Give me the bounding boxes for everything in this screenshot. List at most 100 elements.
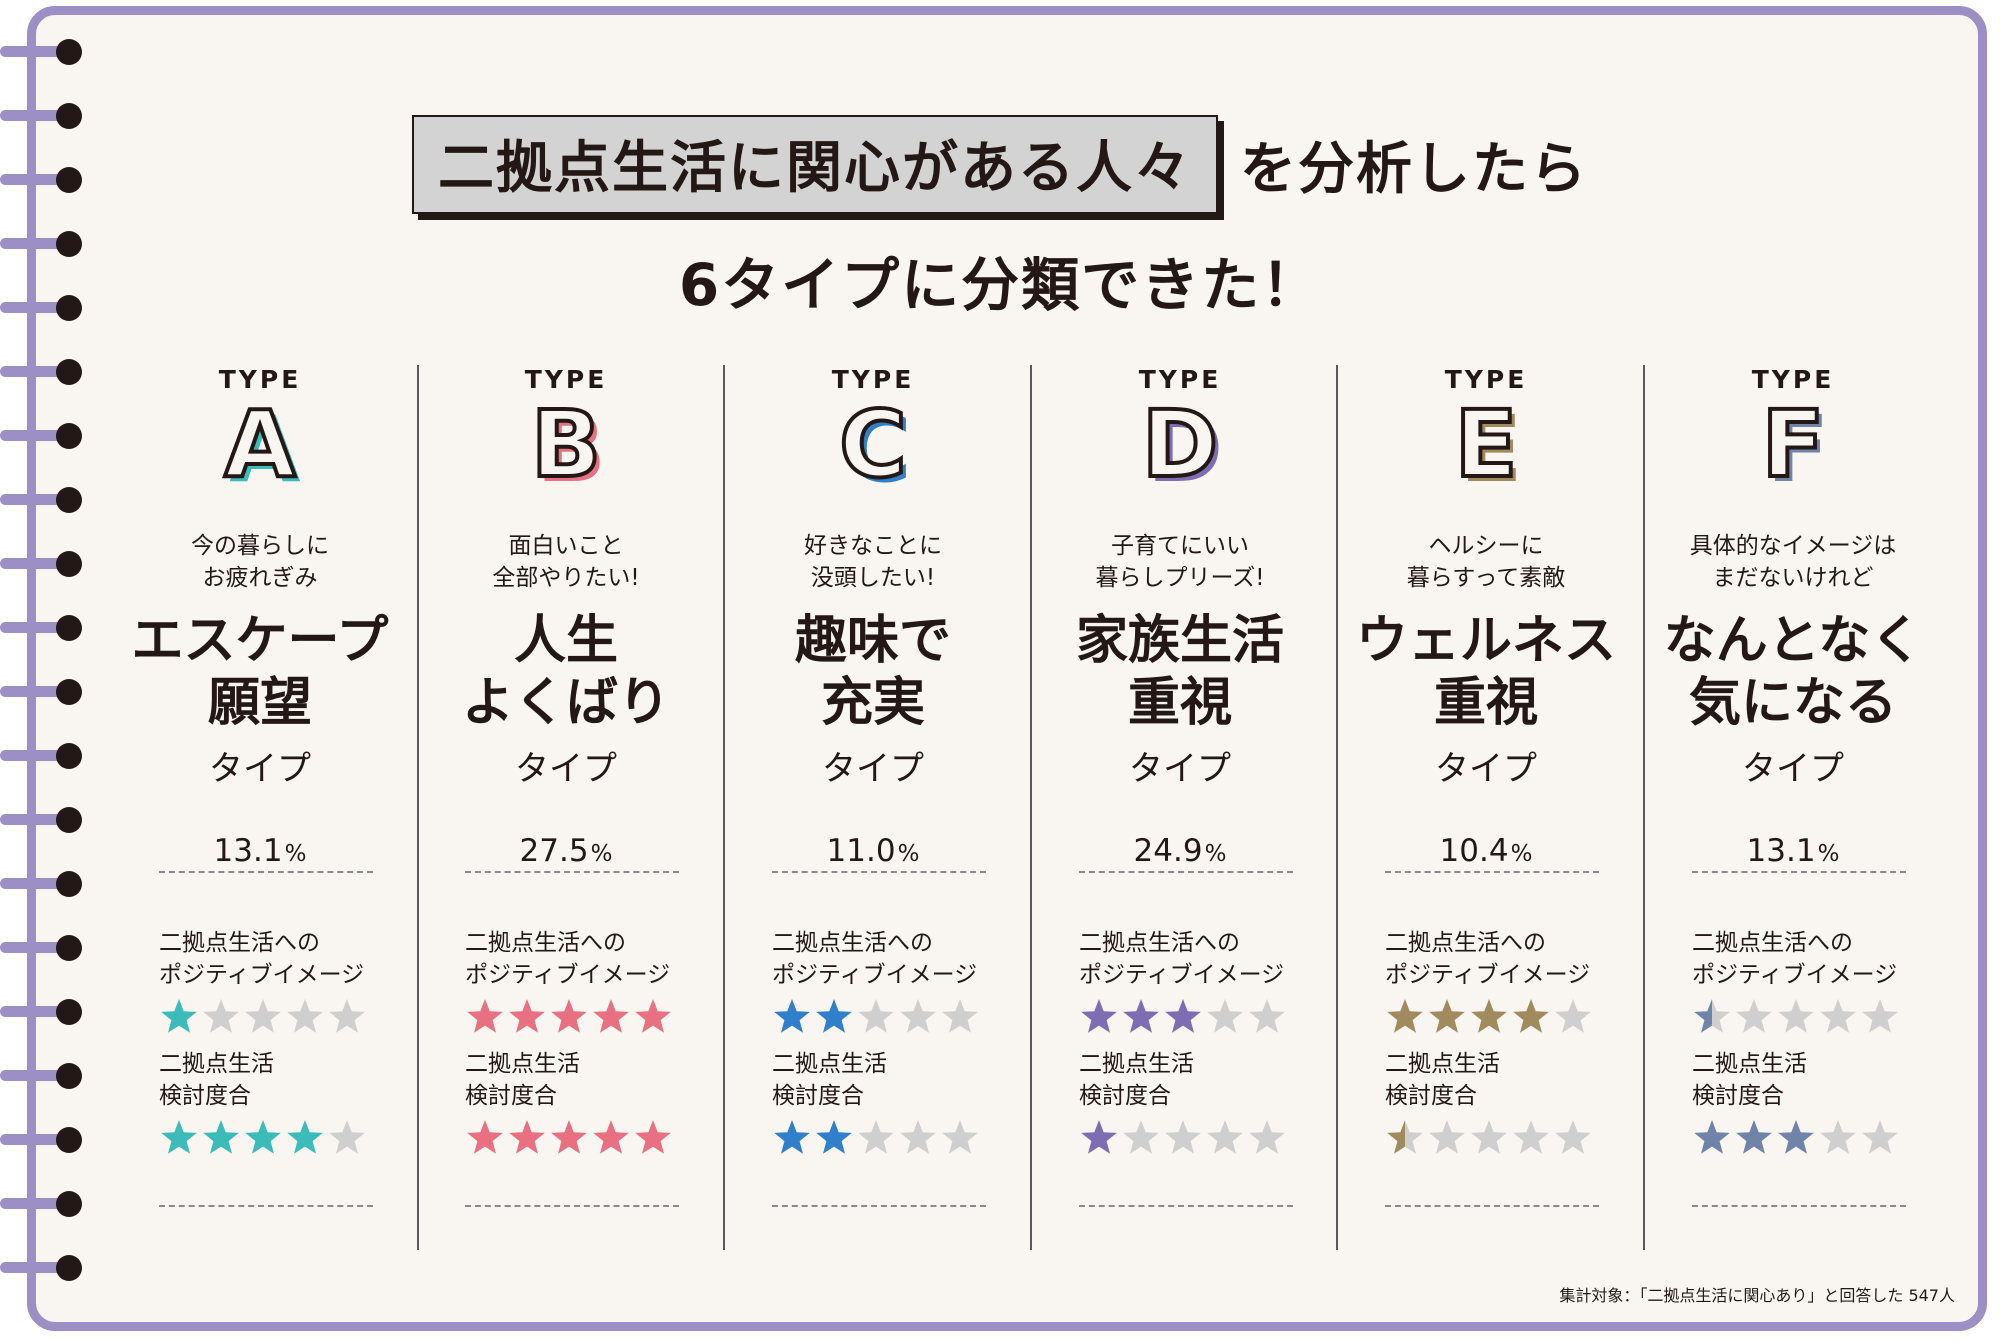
star-filled-icon	[245, 1120, 281, 1154]
divider-dashed	[1079, 1205, 1293, 1207]
type-name-line: 気になる	[1688, 673, 1897, 733]
star-filled-icon	[1694, 1120, 1730, 1154]
rating-label: 検討度合	[1692, 1083, 1784, 1109]
binder-ring	[0, 1189, 86, 1219]
star-filled-icon	[1165, 999, 1201, 1033]
star-empty-icon	[942, 999, 978, 1033]
star-empty-icon	[203, 999, 239, 1033]
type-name: 家族生活 重視	[1012, 610, 1348, 734]
type-name-line: 重視	[1127, 673, 1232, 733]
column-divider	[1643, 365, 1645, 1250]
type-subtitle: 子育てにいい 暮らしプリーズ!	[1027, 530, 1333, 594]
type-subtitle-line: 子育てにいい	[1111, 533, 1249, 559]
star-filled-icon	[551, 1120, 587, 1154]
rating-label: ポジティブイメージ	[1385, 962, 1591, 988]
divider-dashed	[465, 1205, 679, 1207]
rating-label: 検討度合	[1385, 1083, 1477, 1109]
rating-label: 二拠点生活への	[159, 930, 320, 956]
star-filled-icon	[509, 1120, 545, 1154]
type-name-line: 充実	[820, 673, 925, 733]
binder-ring	[0, 933, 86, 963]
binder-ring	[0, 1061, 86, 1091]
star-empty-icon	[1513, 1120, 1549, 1154]
type-letter: C	[837, 391, 909, 498]
star-empty-icon	[1820, 999, 1856, 1033]
type-subtitle-line: 具体的なイメージは	[1689, 533, 1897, 559]
type-subtitle-line: 好きなことに	[804, 533, 942, 559]
type-suffix: タイプ	[515, 749, 617, 789]
rating-label: 検討度合	[159, 1083, 251, 1109]
type-subtitle-line: まだないけれど	[1712, 565, 1874, 591]
type-subtitle-line: 暮らしプリーズ!	[1095, 565, 1265, 591]
percent-value: 13.1	[1746, 833, 1816, 869]
divider-dashed	[772, 871, 986, 873]
divider-dashed	[1079, 871, 1293, 873]
type-name-line: 重視	[1433, 673, 1538, 733]
type-name: エスケープ 願望	[92, 610, 428, 734]
type-name: 人生 よくばり	[398, 610, 734, 734]
consider-stars	[1692, 1118, 1932, 1158]
consider-stars	[1385, 1118, 1625, 1158]
type-name-line: よくばり	[461, 673, 670, 733]
divider-dashed	[159, 1205, 373, 1207]
type-letter: E	[1453, 391, 1520, 498]
rating-label: 二拠点生活への	[465, 930, 626, 956]
type-subtitle: 面白いこと 全部やりたい!	[413, 530, 719, 594]
type-percent: 10.4%	[1333, 833, 1639, 869]
headline: 二拠点生活に関心がある人々 を分析したら 6タイプに分類できた！	[0, 114, 2000, 322]
star-empty-icon	[942, 1120, 978, 1154]
type-label: TYPE	[1751, 365, 1835, 394]
star-filled-icon	[1123, 999, 1159, 1033]
positive-rating: 二拠点生活への ポジティブイメージ	[159, 927, 399, 1037]
type-letter: B	[529, 391, 603, 498]
positive-rating: 二拠点生活への ポジティブイメージ	[1385, 927, 1625, 1037]
star-filled-icon	[467, 1120, 503, 1154]
type-suffix: タイプ	[1742, 749, 1844, 789]
rating-label: 検討度合	[465, 1083, 557, 1109]
positive-stars	[159, 997, 399, 1037]
column-divider	[1030, 365, 1032, 1250]
star-empty-icon	[1429, 1120, 1465, 1154]
type-suffix: タイプ	[1435, 749, 1537, 789]
type-percent: 27.5%	[413, 833, 719, 869]
positive-rating: 二拠点生活への ポジティブイメージ	[465, 927, 705, 1037]
rating-label: 二拠点生活への	[1385, 930, 1546, 956]
divider-dashed	[159, 871, 373, 873]
consider-rating: 二拠点生活 検討度合	[772, 1048, 1012, 1158]
type-suffix: タイプ	[1129, 749, 1231, 789]
type-column-b: TYPE B 面白いこと 全部やりたい! 人生 よくばり タイプ 27.5% 二…	[413, 360, 719, 1255]
star-filled-icon	[1736, 1120, 1772, 1154]
type-name-line: エスケープ	[131, 611, 389, 671]
type-column-d: TYPE D 子育てにいい 暮らしプリーズ! 家族生活 重視 タイプ 24.9%…	[1027, 360, 1333, 1255]
star-filled-icon	[161, 1120, 197, 1154]
binder-ring	[0, 805, 86, 835]
type-name-line: 人生	[513, 611, 618, 671]
type-column-f: TYPE F 具体的なイメージは まだないけれど なんとなく 気になる タイプ …	[1640, 360, 1946, 1255]
percent-unit: %	[284, 841, 307, 867]
percent-value: 11.0	[826, 833, 896, 869]
type-name: ウェルネス 重視	[1318, 610, 1654, 734]
column-divider	[1336, 365, 1338, 1250]
star-empty-icon	[1123, 1120, 1159, 1154]
positive-stars	[1692, 997, 1932, 1037]
positive-stars	[1079, 997, 1319, 1037]
type-letter: F	[1760, 391, 1827, 498]
star-empty-icon	[1555, 1120, 1591, 1154]
rating-label: ポジティブイメージ	[159, 962, 365, 988]
divider-dashed	[1385, 871, 1599, 873]
rating-label: 二拠点生活	[772, 1051, 887, 1077]
star-filled-icon	[551, 999, 587, 1033]
type-name-line: なんとなく	[1663, 611, 1923, 671]
consider-rating: 二拠点生活 検討度合	[465, 1048, 705, 1158]
star-filled-icon	[161, 999, 197, 1033]
rating-label: ポジティブイメージ	[772, 962, 978, 988]
type-name: 趣味で 充実	[705, 610, 1041, 734]
percent-unit: %	[897, 841, 920, 867]
type-name-line: 趣味で	[794, 611, 951, 671]
positive-rating: 二拠点生活への ポジティブイメージ	[1692, 927, 1932, 1037]
type-name-line: 願望	[207, 673, 312, 733]
type-percent: 13.1%	[1640, 833, 1946, 869]
positive-stars	[1385, 997, 1625, 1037]
binder-ring	[0, 869, 86, 899]
star-empty-icon	[1249, 999, 1285, 1033]
